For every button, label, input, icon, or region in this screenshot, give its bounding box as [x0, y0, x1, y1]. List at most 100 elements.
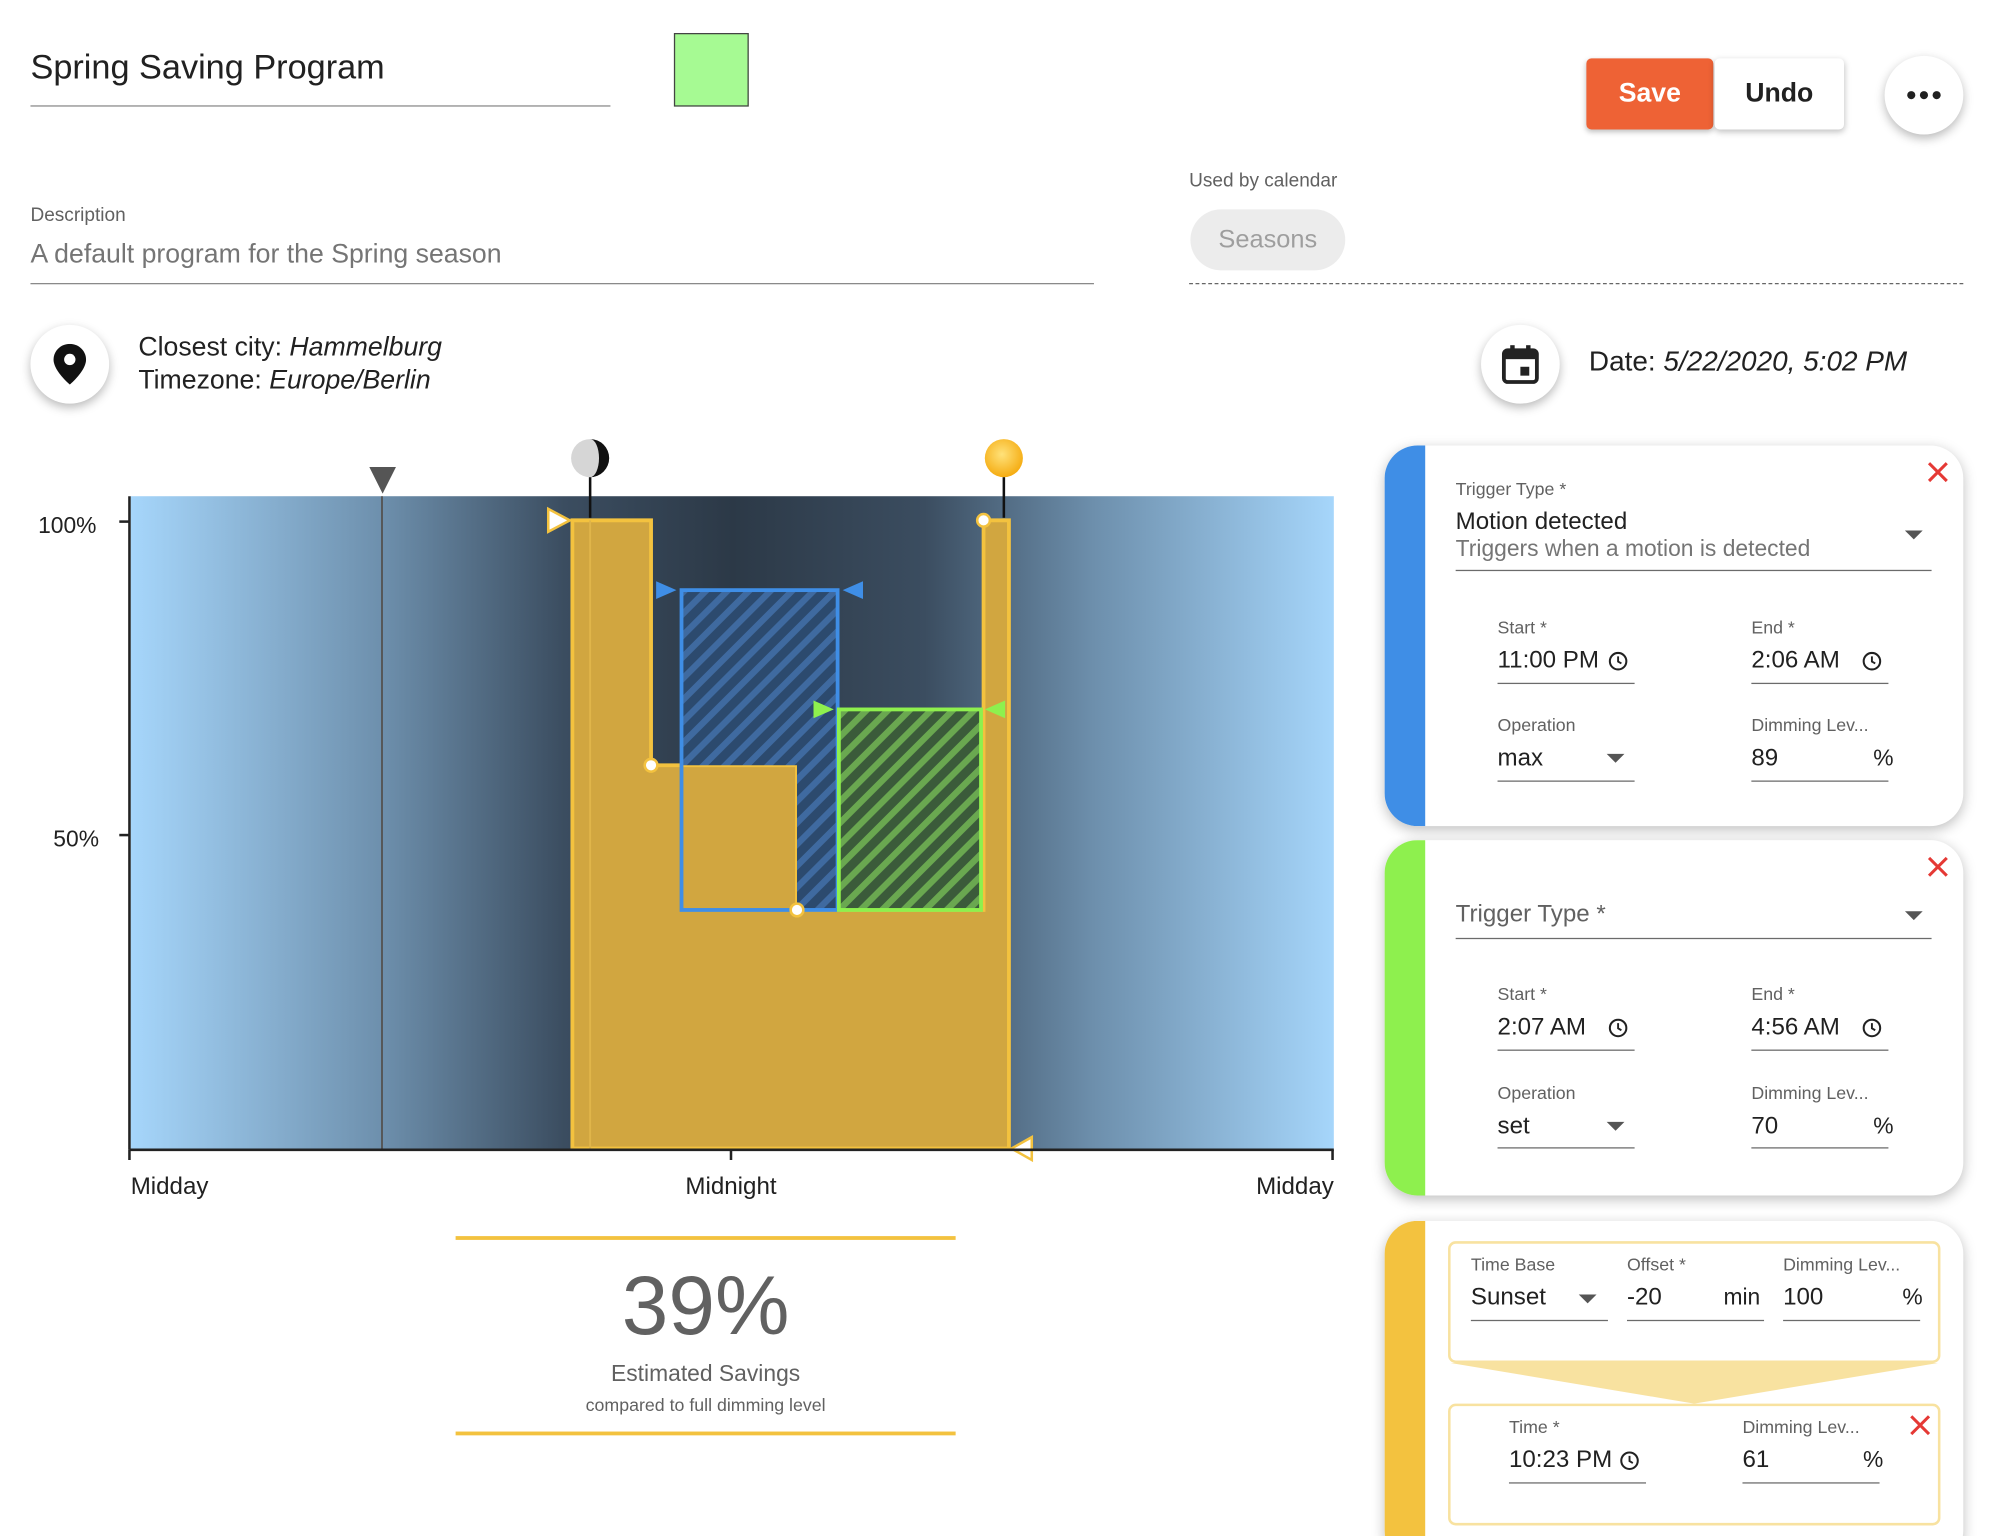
start-time-input[interactable]: 2:07 AM	[1497, 1014, 1587, 1041]
time-base-box[interactable]: Time Base Sunset Offset * -20 min Dimmin…	[1448, 1241, 1941, 1364]
title-underline	[30, 105, 611, 107]
current-time-marker-icon[interactable]	[369, 467, 396, 494]
percent-unit: %	[1863, 1446, 1884, 1473]
dropdown-arrow-icon[interactable]	[1606, 753, 1625, 763]
date-display: Date: 5/22/2020, 5:02 PM	[1589, 345, 1907, 378]
operation-label: Operation	[1497, 714, 1576, 735]
description-input[interactable]: A default program for the Spring season	[30, 239, 502, 270]
time-base-select[interactable]: Sunset	[1470, 1284, 1546, 1311]
set-trigger-fill	[838, 709, 982, 910]
field-underline	[1751, 1147, 1889, 1149]
end-label: End *	[1751, 983, 1795, 1004]
operation-select[interactable]: set	[1497, 1113, 1530, 1140]
dropdown-arrow-icon[interactable]	[1904, 530, 1923, 540]
save-button[interactable]: Save	[1586, 58, 1714, 130]
offset-label: Offset *	[1626, 1253, 1686, 1275]
color-swatch[interactable]	[673, 32, 749, 107]
more-dots-icon	[1907, 91, 1941, 100]
calendar-chip[interactable]: Seasons	[1190, 209, 1346, 271]
trigger-card-motion[interactable]: Trigger Type * Motion detected Triggers …	[1384, 445, 1964, 827]
time-label: Time *	[1508, 1416, 1560, 1437]
calendar-underline	[1189, 283, 1964, 285]
dropdown-arrow-icon[interactable]	[1904, 911, 1923, 921]
base-point[interactable]	[789, 902, 805, 918]
operation-label: Operation	[1497, 1082, 1576, 1103]
clock-icon[interactable]	[1608, 651, 1628, 671]
field-underline	[1783, 1319, 1921, 1322]
clock-icon[interactable]	[1862, 651, 1882, 671]
close-icon[interactable]	[1924, 853, 1952, 881]
trigger-color-bar	[1384, 445, 1426, 827]
dimming-label: Dimming Lev...	[1783, 1253, 1901, 1275]
field-underline	[1751, 780, 1889, 782]
dimming-chart[interactable]: 100% 50% Midday Midnight Midday	[0, 419, 1371, 1206]
moon-icon[interactable]	[590, 439, 610, 478]
dimming-input[interactable]: 100	[1783, 1284, 1824, 1311]
base-point[interactable]	[975, 512, 992, 528]
undo-button[interactable]: Undo	[1714, 58, 1845, 130]
time-point-box[interactable]: Time * 10:23 PM Dimming Lev... 61 %	[1448, 1403, 1941, 1526]
trigger-card-set[interactable]: Trigger Type * Start * 2:07 AM End * 4:5…	[1384, 840, 1964, 1196]
field-underline	[1742, 1482, 1880, 1484]
start-label: Start *	[1497, 983, 1547, 1004]
dimming-label: Dimming Lev...	[1751, 714, 1869, 735]
base-start-handle-icon[interactable]	[546, 506, 573, 534]
date-label: Date:	[1588, 345, 1656, 377]
close-icon[interactable]	[1906, 1411, 1934, 1439]
field-underline	[1497, 682, 1635, 685]
base-program-card[interactable]: Time Base Sunset Offset * -20 min Dimmin…	[1384, 1220, 1964, 1536]
y-tick-label: 100%	[38, 512, 96, 538]
start-time-input[interactable]: 11:00 PM	[1497, 647, 1599, 674]
percent-unit: %	[1902, 1284, 1923, 1310]
end-time-input[interactable]: 2:06 AM	[1751, 647, 1840, 674]
description-label: Description	[30, 204, 126, 226]
dimming-input[interactable]: 89	[1751, 744, 1779, 772]
set-trigger-area[interactable]	[836, 707, 983, 912]
x-tick-label: Midday	[131, 1173, 209, 1200]
savings-percent: 39%	[621, 1257, 790, 1352]
trigger-type-value[interactable]: Motion detected	[1455, 508, 1628, 536]
trigger-type-description: Triggers when a motion is detected	[1455, 535, 1811, 561]
connector-shape	[1450, 1363, 1938, 1404]
motion-trigger-fill	[681, 590, 838, 910]
trigger-type-select[interactable]: Trigger Type *	[1455, 901, 1606, 928]
y-tick-label: 50%	[53, 825, 99, 851]
end-time-input[interactable]: 4:56 AM	[1751, 1014, 1840, 1041]
location-pin-icon	[53, 343, 87, 385]
operation-select[interactable]: max	[1497, 744, 1544, 772]
field-underline	[1497, 1147, 1635, 1149]
dimming-input[interactable]: 61	[1742, 1446, 1770, 1474]
dropdown-arrow-icon[interactable]	[1606, 1121, 1625, 1131]
description-underline	[30, 283, 1094, 285]
time-input[interactable]: 10:23 PM	[1508, 1446, 1613, 1474]
location-button[interactable]	[30, 324, 110, 404]
dimming-label: Dimming Lev...	[1751, 1082, 1869, 1103]
date-picker-button[interactable]	[1481, 324, 1560, 404]
clock-icon[interactable]	[1862, 1018, 1882, 1038]
program-color-bar	[1384, 1220, 1426, 1536]
sun-icon[interactable]	[984, 439, 1023, 478]
city-value: Hammelburg	[289, 332, 442, 362]
close-icon[interactable]	[1924, 458, 1952, 486]
program-title[interactable]: Spring Saving Program	[30, 48, 385, 87]
timezone-value: Europe/Berlin	[269, 365, 431, 395]
offset-input[interactable]: -20	[1626, 1284, 1662, 1311]
minutes-unit: min	[1723, 1284, 1761, 1310]
base-point[interactable]	[643, 757, 659, 773]
calendar-label: Used by calendar	[1189, 170, 1338, 192]
end-label: End *	[1751, 616, 1795, 638]
motion-start-handle-icon[interactable]	[656, 581, 677, 600]
set-end-handle-icon[interactable]	[984, 700, 1006, 719]
timezone-label: Timezone:	[138, 365, 262, 395]
motion-end-handle-icon[interactable]	[842, 581, 863, 600]
base-end-handle-icon[interactable]	[1008, 1134, 1034, 1163]
savings-title: Estimated Savings	[611, 1360, 801, 1386]
dropdown-arrow-icon[interactable]	[1578, 1294, 1597, 1304]
savings-top-rule	[455, 1236, 956, 1240]
field-underline	[1470, 1319, 1608, 1322]
set-start-handle-icon[interactable]	[813, 700, 834, 719]
dimming-input[interactable]: 70	[1751, 1113, 1779, 1140]
clock-icon[interactable]	[1608, 1018, 1628, 1038]
more-options-button[interactable]	[1884, 55, 1964, 135]
clock-icon[interactable]	[1619, 1451, 1639, 1471]
